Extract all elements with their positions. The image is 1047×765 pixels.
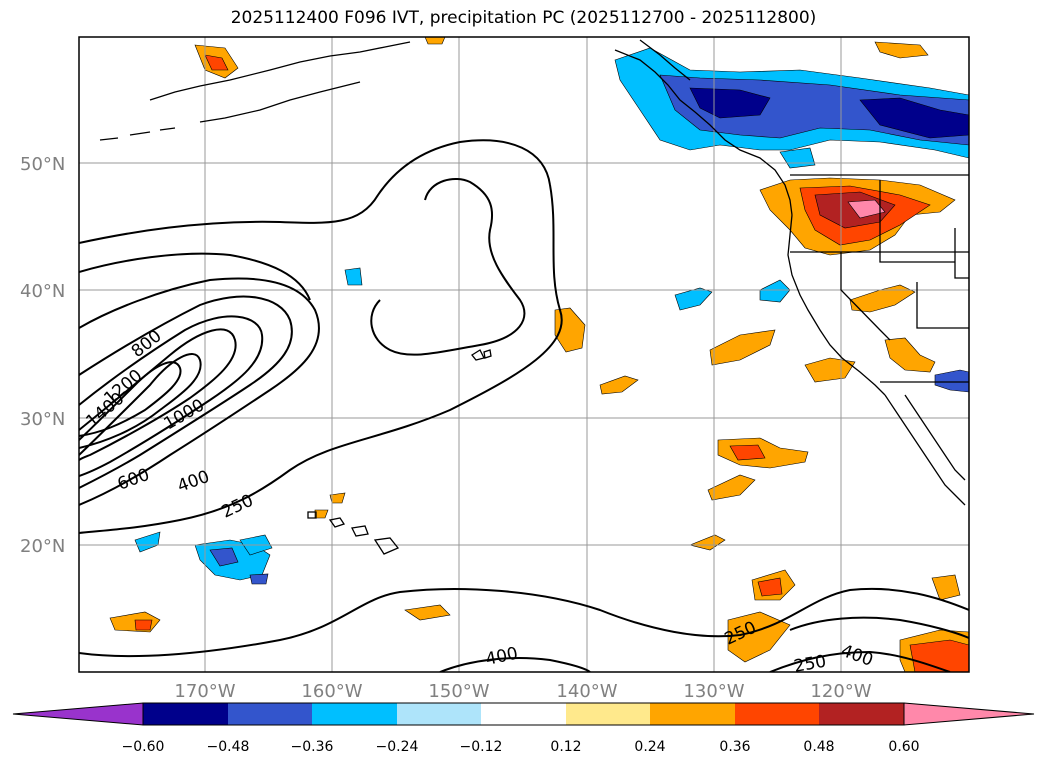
precip-pos-ep-5 — [689, 534, 726, 551]
colorbar: −0.60 −0.48 −0.36 −0.24 −0.12 0.12 0.24 … — [12, 702, 1035, 755]
precip-pos-nw-1-core — [204, 54, 229, 71]
lat-label: 20°N — [20, 536, 65, 557]
colorbar-tick: −0.12 — [460, 739, 503, 755]
contour-label: 250 — [792, 652, 827, 677]
contour-400b — [79, 252, 311, 301]
contour-400-south — [439, 657, 591, 672]
colorbar-tick: −0.24 — [376, 739, 419, 755]
precip-pos-south-3-core — [909, 639, 969, 672]
colorbar-swatch — [819, 703, 904, 725]
lon-label: 170°W — [174, 681, 235, 702]
precip-pos-ep-3-core — [729, 444, 766, 461]
colorbar-tick: −0.60 — [122, 739, 165, 755]
precip-shading — [109, 37, 969, 672]
precip-pos-nv-1 — [849, 284, 916, 313]
colorbar-swatch — [481, 703, 566, 725]
precip-neg-ca-2 — [674, 287, 713, 311]
lon-label: 150°W — [428, 681, 489, 702]
graticule — [79, 37, 969, 672]
precip-neg-az — [934, 369, 969, 393]
contour-600 — [79, 295, 293, 489]
colorbar-tick: 0.36 — [719, 739, 750, 755]
colorbar-swatch — [228, 703, 312, 725]
contour-800 — [79, 315, 264, 477]
ivt-contours — [79, 139, 969, 672]
precip-neg-small-2 — [344, 267, 363, 286]
contour-1200 — [79, 353, 202, 456]
lon-label: 130°W — [683, 681, 744, 702]
contour-250-inner — [370, 178, 526, 356]
contour-250-south — [79, 587, 969, 658]
precip-pos-nw-2 — [874, 41, 929, 59]
map-frame — [78, 36, 970, 673]
lon-labels: 170°W 160°W 150°W 140°W 130°W 120°W — [174, 681, 871, 702]
precip-pos-small-5 — [314, 492, 346, 519]
lat-label: 50°N — [20, 154, 65, 175]
contour-1400 — [79, 361, 182, 441]
precip-pos-ep-1 — [709, 329, 776, 366]
precip-pos-ep-4 — [707, 474, 756, 501]
colorbar-tick: 0.12 — [550, 739, 581, 755]
colorbar-swatch — [312, 703, 397, 725]
colorbar-tick: −0.36 — [291, 739, 334, 755]
precip-neg-ca-1 — [759, 279, 791, 303]
coastlines — [99, 39, 969, 555]
lon-label: 120°W — [810, 681, 871, 702]
precip-pos-small-3-core — [134, 619, 153, 631]
precip-pos-or-peak — [847, 199, 886, 219]
contour-400 — [79, 277, 320, 506]
precip-pos-south-1-core — [757, 577, 783, 597]
precip-pos-ep-2 — [599, 375, 639, 395]
contour-250-se — [769, 650, 951, 672]
colorbar-frame — [142, 702, 905, 726]
lat-labels: 50°N 40°N 30°N 20°N — [20, 154, 65, 557]
lat-label: 30°N — [20, 409, 65, 430]
contour-250-main — [79, 139, 563, 534]
colorbar-tick: 0.24 — [634, 739, 665, 755]
precip-neg-bc-core — [689, 87, 969, 139]
colorbar-swatch — [397, 703, 481, 725]
colorbar-swatch — [143, 703, 228, 725]
colorbar-swatch — [735, 703, 819, 725]
colorbar-extend-high — [903, 702, 1035, 726]
precip-pos-small-4 — [404, 604, 451, 621]
colorbar-tick: 0.60 — [888, 739, 919, 755]
chart-title: 2025112400 F096 IVT, precipitation PC (2… — [230, 8, 817, 28]
contour-400-se — [789, 616, 969, 639]
lon-label: 140°W — [556, 681, 617, 702]
precip-pos-nv-2 — [884, 337, 936, 373]
colorbar-extend-low — [12, 702, 144, 726]
colorbar-tick: 0.48 — [803, 739, 834, 755]
precip-pos-south-4 — [931, 574, 961, 601]
colorbar-swatch — [566, 703, 650, 725]
colorbar-tick: −0.48 — [207, 739, 250, 755]
precip-pos-nw-3 — [424, 37, 446, 45]
precip-neg-hi-west-core — [209, 547, 269, 585]
precip-pos-ca-1 — [804, 357, 856, 383]
lon-label: 160°W — [301, 681, 362, 702]
colorbar-swatch — [650, 703, 735, 725]
lat-label: 40°N — [20, 281, 65, 302]
